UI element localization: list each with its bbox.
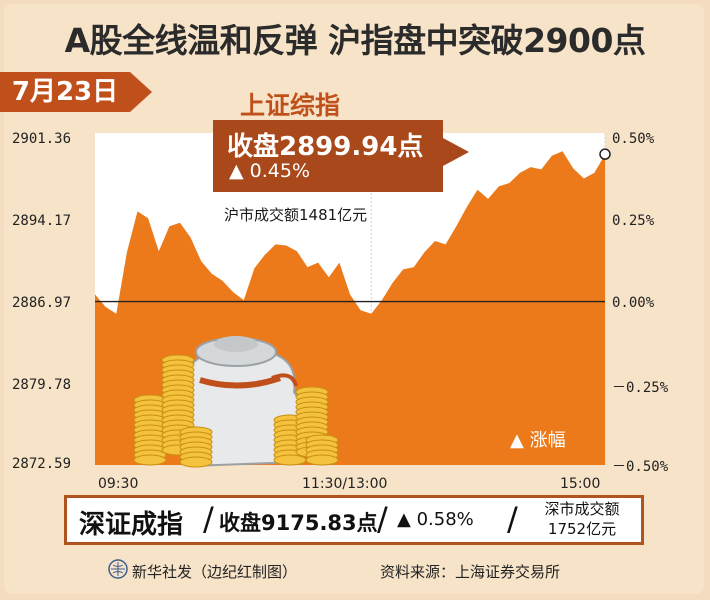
- headline: A股全线温和反弹 沪指盘中突破2900点: [64, 21, 646, 60]
- footer-credit: 新华社发（边纪红制图）: [132, 563, 298, 581]
- y-tick-right: 0.50%: [612, 131, 655, 147]
- separator: /: [377, 500, 388, 538]
- date-tag: 7月23日: [0, 72, 152, 112]
- y-tick-right: 0.25%: [612, 213, 655, 229]
- coin: [273, 454, 307, 466]
- separator: /: [203, 500, 214, 538]
- x-tick: 11:30/13:00: [302, 476, 388, 492]
- coin: [305, 454, 339, 466]
- y-tick-left: 2894.17: [12, 213, 72, 229]
- y-tick-right: －0.50%: [612, 459, 669, 475]
- shenzhen-volume-label: 深市成交额: [544, 500, 620, 518]
- footer-source: 资料来源：上海证券交易所: [380, 563, 561, 581]
- shanghai-volume: 沪市成交额1481亿元: [224, 206, 368, 224]
- shenzhen-close: 收盘9175.83点: [219, 511, 378, 535]
- shenzhen-volume-value: 1752亿元: [547, 520, 617, 538]
- coin: [179, 456, 213, 468]
- xinhua-logo-icon: [108, 559, 128, 579]
- coin-stacks-icon: [133, 354, 339, 468]
- y-tick-left: 2872.59: [12, 456, 72, 472]
- shenzhen-panel: 深证成指 / 收盘9175.83点 / ▲ 0.58% / 深市成交额 1752…: [64, 495, 644, 545]
- shenzhen-volume: 深市成交额 1752亿元: [527, 499, 637, 539]
- index-name: 上证综指: [240, 91, 341, 120]
- x-tick: 15:00: [560, 476, 601, 492]
- shenzhen-change: ▲ 0.58%: [397, 509, 474, 530]
- y-tick-left: 2901.36: [12, 131, 72, 147]
- y-tick-left: 2879.78: [12, 377, 72, 393]
- x-tick: 09:30: [98, 476, 139, 492]
- legend-rise: ▲ 涨幅: [510, 430, 566, 451]
- y-tick-left: 2886.97: [12, 295, 72, 311]
- y-tick-right: －0.25%: [612, 380, 669, 396]
- y-tick-right: 0.00%: [612, 295, 655, 311]
- close-callout: 收盘2899.94点 ▲ 0.45%: [213, 120, 469, 192]
- close-value: 收盘2899.94点: [227, 132, 424, 162]
- change-value: ▲ 0.45%: [229, 160, 311, 182]
- close-marker: [599, 148, 611, 160]
- separator: /: [507, 500, 518, 538]
- coin: [133, 454, 167, 466]
- shenzhen-name: 深证成指: [79, 510, 184, 540]
